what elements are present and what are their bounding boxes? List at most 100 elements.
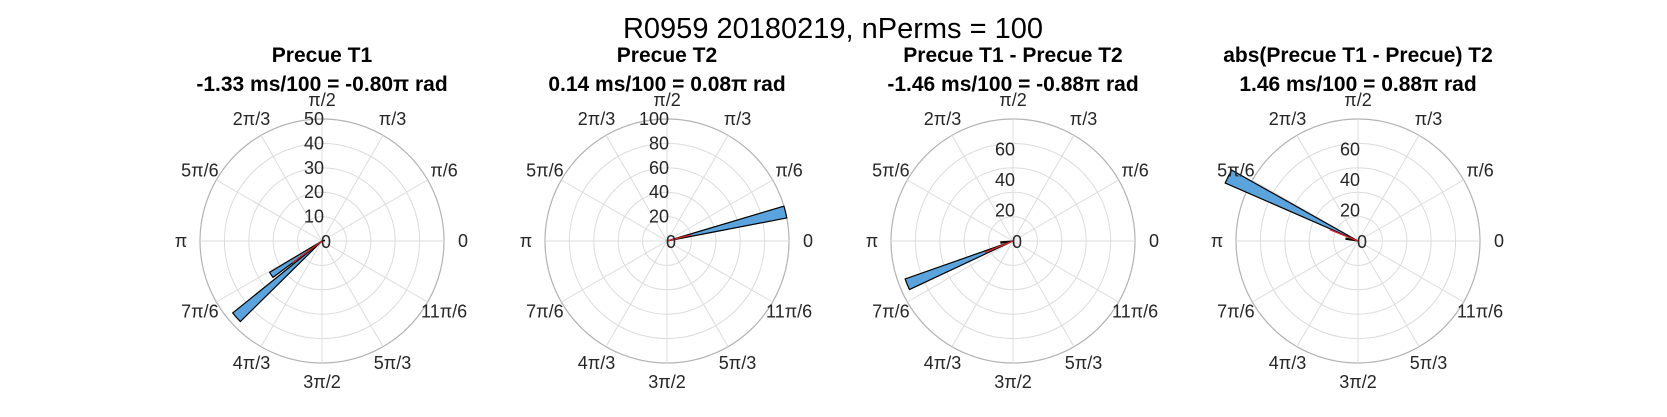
grid-spoke	[260, 240, 323, 347]
angle-tick-label: 0	[458, 231, 468, 251]
angle-tick-label: 2π/3	[1269, 109, 1306, 129]
histogram-bar	[666, 205, 788, 242]
grid-spoke	[321, 179, 428, 242]
radial-tick-label: 50	[304, 109, 324, 129]
angle-tick-label: 3π/2	[1339, 372, 1376, 392]
grid-spoke	[321, 135, 384, 242]
angle-tick-label: 0	[1494, 231, 1504, 251]
angle-tick-label: π/6	[1466, 161, 1493, 181]
angle-tick-label: π/3	[379, 109, 406, 129]
polar-panel-2: Precue T2 0.14 ms/100 = 0.08π rad 20 40 60…	[520, 44, 813, 392]
grid-spoke	[1012, 240, 1119, 303]
grid-spoke	[260, 135, 323, 242]
angle-tick-label: 11π/6	[1457, 302, 1503, 322]
angle-tick-label: 5π/3	[1065, 353, 1102, 373]
grid-spoke	[666, 240, 773, 303]
angle-tick-label: 11π/6	[766, 302, 812, 322]
grid-spoke	[1296, 240, 1359, 347]
polar-plot-area: 20 40 60 0 0 π/6 π/3 π/2 2π/3 5π/6 π 7π/6 4π/3 3π/2 5π…	[1211, 90, 1504, 392]
grid-spoke	[561, 179, 668, 242]
polar-panel-1: Precue T1 -1.33 ms/100 = -0.80π rad 10 20…	[175, 44, 468, 392]
grid-spoke	[1357, 135, 1420, 242]
grid-spoke	[1357, 240, 1464, 303]
radial-tick-label: 0	[1012, 232, 1022, 252]
angle-tick-label: 4π/3	[578, 353, 615, 373]
angle-tick-label: 5π/6	[872, 161, 909, 181]
grid-spoke	[907, 179, 1014, 242]
grid-spoke	[951, 240, 1014, 347]
grid-spoke	[321, 240, 384, 347]
grid-spoke	[1296, 135, 1359, 242]
radial-tick-label: 0	[1357, 232, 1367, 252]
grid-spoke	[1012, 135, 1075, 242]
angle-tick-label: 0	[803, 231, 813, 251]
radial-tick-label: 40	[995, 170, 1015, 190]
grid-spoke	[1252, 240, 1359, 303]
radial-tick-label: 20	[1340, 201, 1360, 221]
angle-tick-label: π	[175, 231, 187, 251]
angle-tick-label: 3π/2	[303, 372, 340, 392]
angle-tick-label: π	[866, 231, 878, 251]
panel-title: abs(Precue T1 - Precue) T2	[1223, 44, 1493, 67]
panel-title: Precue T1 - Precue T2	[903, 44, 1122, 67]
angle-tick-label: 0	[1149, 231, 1159, 251]
grid-spoke	[666, 179, 773, 242]
panel-subtitle: -1.46 ms/100 = -0.88π rad	[887, 73, 1138, 96]
angle-tick-label: 5π/3	[374, 353, 411, 373]
panel-title: Precue T1	[272, 44, 373, 67]
angle-tick-label: π	[1211, 231, 1223, 251]
angle-tick-label: 7π/6	[526, 302, 563, 322]
grid-spoke	[666, 240, 729, 347]
angle-tick-label: 7π/6	[1217, 302, 1254, 322]
angle-tick-label: 4π/3	[1269, 353, 1306, 373]
angle-tick-label: π/3	[1070, 109, 1097, 129]
radial-tick-label: 40	[304, 133, 324, 153]
angle-tick-label: π/2	[308, 90, 335, 110]
angle-tick-label: 7π/6	[872, 302, 909, 322]
angle-tick-label: 3π/2	[648, 372, 685, 392]
angle-tick-label: 11π/6	[1112, 302, 1158, 322]
grid-spoke	[1357, 240, 1420, 347]
angle-tick-label: 11π/6	[421, 302, 467, 322]
radial-tick-label: 0	[666, 232, 676, 252]
radial-tick-label: 40	[1340, 170, 1360, 190]
grid-spoke	[605, 135, 668, 242]
polar-plot-area: 20 40 60 80 100 0 0 π/6 π/3 π/2 2π/3 5π/6 π 7π/6 4π/3 3…	[520, 90, 813, 392]
grid-spoke	[216, 179, 323, 242]
mean-direction-line	[984, 240, 1014, 253]
radial-tick-label: 60	[649, 158, 669, 178]
radial-tick-label: 10	[304, 207, 324, 227]
panel-subtitle: 1.46 ms/100 = 0.88π rad	[1239, 73, 1476, 96]
grid-spoke	[666, 135, 729, 242]
radial-tick-label: 100	[639, 109, 669, 129]
angle-tick-label: π/2	[1344, 90, 1371, 110]
histogram-bar	[904, 240, 1014, 291]
angle-tick-label: π/2	[653, 90, 680, 110]
radial-tick-label: 20	[649, 207, 669, 227]
angle-tick-label: 5π/3	[719, 353, 756, 373]
polar-panel-3: Precue T1 - Precue T2 -1.46 ms/100 = -0.…	[866, 44, 1159, 392]
grid-spoke	[907, 240, 1014, 303]
angle-tick-label: 3π/2	[994, 372, 1031, 392]
radial-tick-label: 20	[304, 182, 324, 202]
angle-tick-label: π/6	[430, 161, 457, 181]
angle-tick-label: π/6	[775, 161, 802, 181]
grid-spoke	[1012, 179, 1119, 242]
grid-spoke	[561, 240, 668, 303]
radial-tick-label: 0	[321, 232, 331, 252]
angle-tick-label: 7π/6	[181, 302, 218, 322]
angle-tick-label: π/3	[724, 109, 751, 129]
angle-tick-label: 2π/3	[578, 109, 615, 129]
grid-spoke	[951, 135, 1014, 242]
histogram-bar	[231, 240, 323, 323]
panel-subtitle: -1.33 ms/100 = -0.80π rad	[196, 73, 447, 96]
angle-tick-label: π/2	[999, 90, 1026, 110]
angle-tick-label: 2π/3	[233, 109, 270, 129]
panel-subtitle: 0.14 ms/100 = 0.08π rad	[548, 73, 785, 96]
angle-tick-label: π/3	[1415, 109, 1442, 129]
angle-tick-label: 2π/3	[924, 109, 961, 129]
radial-tick-label: 40	[649, 182, 669, 202]
figure-suptitle: R0959 20180219, nPerms = 100	[623, 13, 1043, 45]
mean-direction-line	[292, 240, 323, 264]
